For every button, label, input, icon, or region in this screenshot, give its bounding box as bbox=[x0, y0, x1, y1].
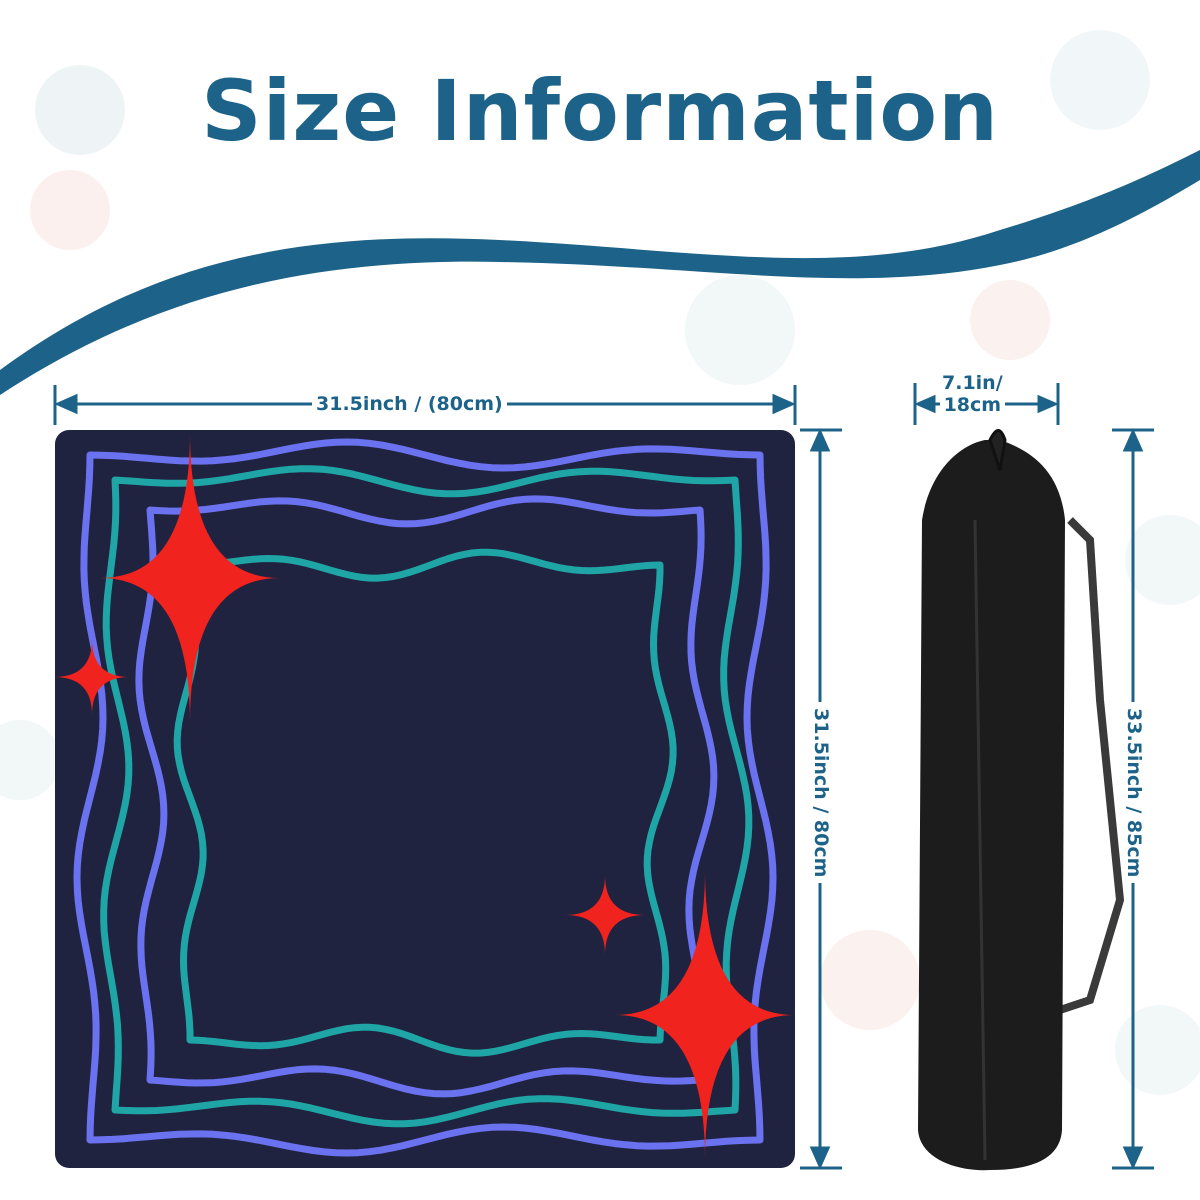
bag-height-label: 33.5inch / 85cm bbox=[1123, 702, 1145, 884]
sparkle-star-icon bbox=[54, 639, 130, 715]
floral-background bbox=[0, 30, 1200, 1095]
mat-width-label: 31.5inch / (80cm) bbox=[312, 393, 507, 415]
mat-height-label: 31.5inch / 80cm bbox=[810, 702, 832, 884]
carry-bag bbox=[918, 429, 1125, 1171]
wave-line bbox=[100, 465, 753, 1128]
wave-line bbox=[73, 438, 777, 1157]
wave-divider bbox=[0, 150, 1200, 395]
sparkle-star-icon bbox=[615, 870, 795, 1160]
page-title: Size Information bbox=[201, 62, 999, 160]
bag-width-line1: 7.1in/ bbox=[942, 372, 1003, 394]
bag-width-label: 7.1in/ 18cm bbox=[940, 372, 1005, 416]
sparkle-star-icon bbox=[100, 433, 280, 723]
sparkle-star-icon bbox=[565, 875, 645, 955]
mat bbox=[54, 430, 795, 1168]
bag-width-line2: 18cm bbox=[943, 394, 1002, 416]
wave-line bbox=[173, 548, 677, 1057]
